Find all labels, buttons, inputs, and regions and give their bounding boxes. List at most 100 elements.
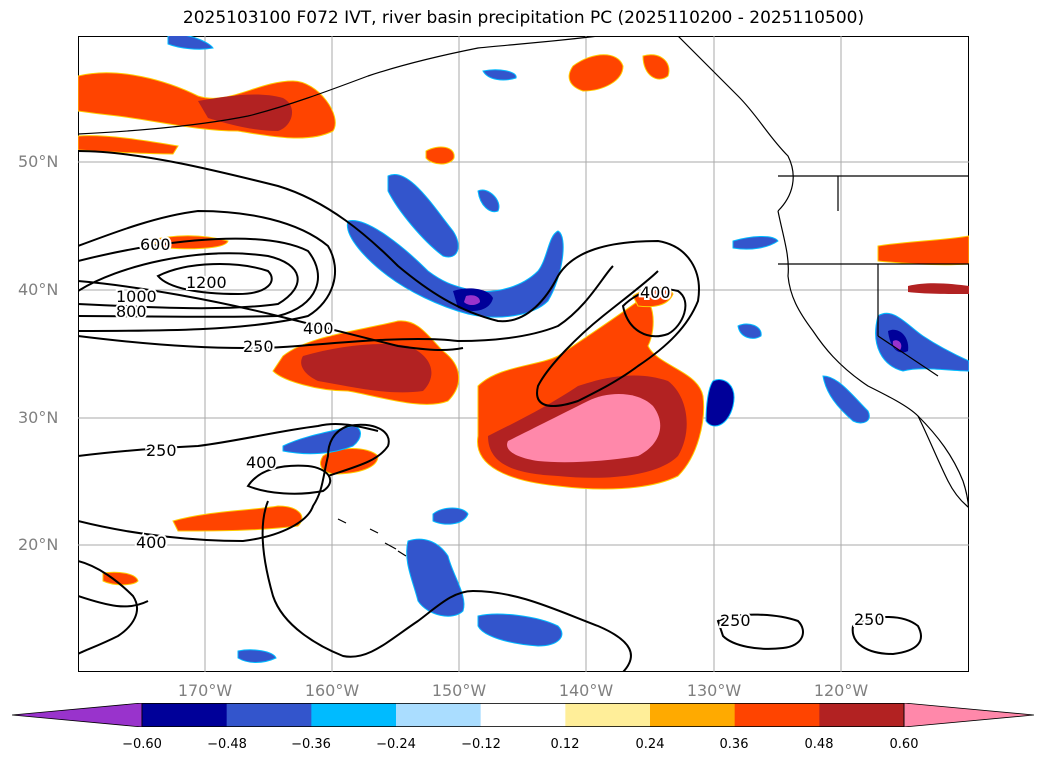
map-title: 2025103100 F072 IVT, river basin precipi… (182, 8, 865, 28)
lon-label-120w: 120°W (813, 681, 869, 700)
colorbar-tick: 0.60 (889, 737, 919, 752)
contour-label: 250 (146, 441, 177, 460)
colorbar-tick: −0.36 (291, 737, 331, 752)
colorbar-segment (565, 703, 651, 727)
contour-250-f (851, 616, 922, 656)
contour-label: 400 (136, 533, 167, 552)
contour-label: 400 (303, 319, 334, 338)
precip-blob-small1 (425, 146, 455, 165)
contour-400-d (246, 464, 332, 495)
colorbar-segment (142, 703, 228, 727)
contour-250-g (78, 560, 138, 655)
colorbar-tick: −0.48 (207, 737, 247, 752)
contour-400-a (78, 150, 700, 407)
precip-blob-nw-core (198, 94, 293, 131)
lon-label-140w: 140°W (558, 681, 614, 700)
colorbar-segments (12, 703, 1034, 727)
colorbar-segment (734, 703, 820, 727)
colorbar-tick: 0.24 (635, 737, 665, 752)
precip-blob-east-pink (507, 394, 661, 463)
contour-label: 250 (720, 611, 751, 630)
contour-label: 800 (116, 302, 147, 321)
us-west-coast (777, 210, 969, 517)
precip-neg-south3 (432, 507, 469, 525)
contour-400-b (78, 280, 464, 352)
contour-label: 250 (243, 337, 274, 356)
lon-label-150w: 150°W (431, 681, 487, 700)
precip-neg-ca (875, 313, 969, 372)
colorbar-segment (819, 703, 905, 727)
precip-neg-main-purple (464, 295, 480, 305)
contour-250-a (78, 265, 614, 349)
contour-400-c (78, 423, 390, 543)
contour-250-c (261, 500, 632, 672)
colorbar-segment (396, 703, 482, 727)
precip-neg-main (346, 220, 564, 318)
map-canvas: 600 1200 1000 800 400 250 400 250 400 40… (78, 36, 969, 672)
contour-label: 400 (640, 283, 671, 302)
baja (917, 415, 969, 509)
colorbar-tick: 0.12 (550, 737, 580, 752)
precip-neg-mid (705, 379, 735, 427)
precip-neg-ne2 (482, 69, 517, 81)
colorbar-border (141, 703, 905, 727)
contour-250-b (78, 422, 379, 457)
contour-1200 (156, 263, 273, 296)
contour-label: 250 (854, 610, 885, 629)
map-frame (78, 36, 969, 672)
lon-label-160w: 160°W (304, 681, 360, 700)
contour-label: 400 (246, 453, 277, 472)
precip-neg-e2 (732, 236, 779, 250)
colorbar-segment (226, 703, 312, 727)
contour-600 (78, 209, 337, 332)
lat-label-40n: 40°N (18, 280, 59, 299)
lon-label-170w: 170°W (177, 681, 233, 700)
colorbar-segment (311, 703, 397, 727)
precip-neg-north2 (477, 189, 500, 213)
alaska-coast (78, 36, 599, 135)
contour-labels: 600 1200 1000 800 400 250 400 250 400 40… (114, 233, 887, 632)
colorbar-tick: −0.60 (122, 737, 162, 752)
lat-label-30n: 30°N (18, 408, 59, 427)
precip-neg-west (237, 649, 277, 663)
colorbar-tick: 0.48 (804, 737, 834, 752)
precip-blob-alaska (568, 54, 624, 92)
contour-800 (78, 237, 319, 318)
canada-coast (677, 36, 794, 212)
precip-blob-ca-north (877, 235, 969, 266)
colorbar-segment (480, 703, 566, 727)
contour-400-ne (621, 288, 687, 338)
lat-label-20n: 20°N (18, 535, 59, 554)
colorbar-tick: 0.36 (719, 737, 749, 752)
precip-neg-mid2 (822, 375, 870, 424)
precip-negative (167, 36, 969, 663)
precip-neg-e3 (737, 323, 762, 339)
precip-blob-ca-north-core (908, 283, 969, 294)
colorbar-segment (650, 703, 736, 727)
state-borders (778, 175, 969, 377)
contour-label: 1200 (186, 273, 227, 292)
precip-positive (78, 54, 969, 586)
colorbar-tick: −0.24 (376, 737, 416, 752)
precip-neg-north (387, 173, 459, 258)
colorbar-tick: −0.12 (461, 737, 501, 752)
lat-label-50n: 50°N (18, 152, 59, 171)
contour-label: 600 (140, 235, 171, 254)
colorbar (12, 703, 1034, 727)
precip-neg-ne (167, 36, 214, 50)
colorbar-arrow-left (12, 703, 143, 727)
precip-blob-south2 (320, 448, 379, 475)
contour-250-e (716, 613, 804, 650)
contour-250-d (78, 595, 149, 608)
precip-blob-west-tiny (102, 571, 139, 586)
lon-label-130w: 130°W (686, 681, 742, 700)
hawaii-islands (337, 518, 407, 557)
gridlines (78, 36, 969, 672)
contour-label: 1000 (116, 287, 157, 306)
precip-blob-alaska2 (642, 54, 670, 80)
precip-neg-mid3 (282, 425, 361, 455)
precip-blob-central-core (301, 344, 432, 393)
precip-blob-south1 (172, 505, 303, 532)
colorbar-arrow-right (903, 703, 1034, 727)
contour-1000 (78, 252, 299, 310)
